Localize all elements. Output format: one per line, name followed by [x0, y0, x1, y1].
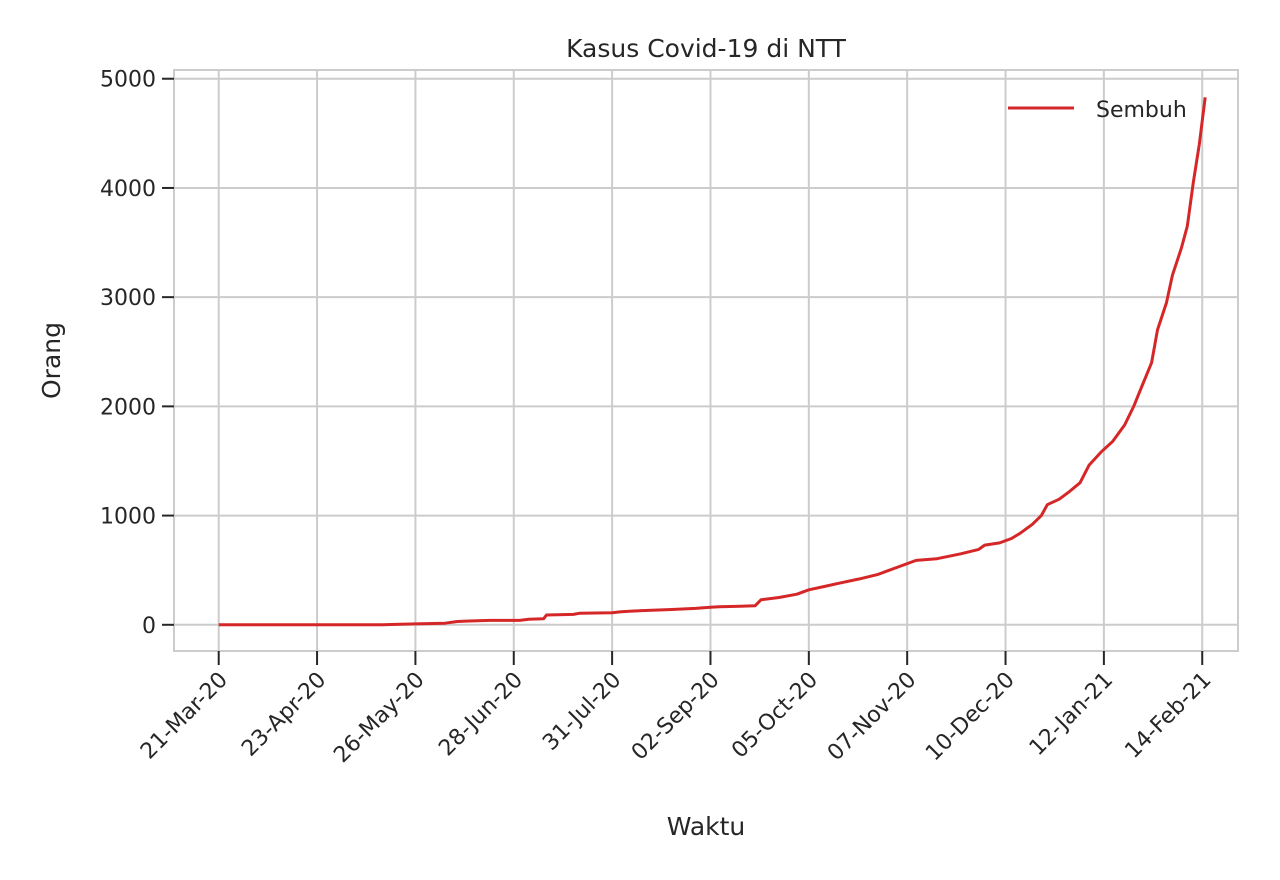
- series-layer: [218, 97, 1207, 627]
- y-axis-title: Orang: [37, 322, 66, 399]
- y-tick-label: 1000: [100, 505, 156, 530]
- legend: Sembuh: [1008, 98, 1187, 123]
- y-tick-label: 3000: [100, 286, 156, 311]
- series-line-sembuh: [218, 97, 1207, 627]
- chart-title: Kasus Covid-19 di NTT: [566, 34, 847, 63]
- y-tick-label: 5000: [100, 68, 156, 93]
- grid: [174, 70, 1238, 651]
- y-tick-label: 2000: [100, 395, 156, 420]
- y-tick-label: 0: [142, 614, 156, 639]
- legend-label-sembuh: Sembuh: [1096, 98, 1187, 123]
- y-tick-label: 4000: [100, 177, 156, 202]
- x-axis-title: Waktu: [667, 812, 746, 841]
- plot-frame: [173, 69, 1239, 652]
